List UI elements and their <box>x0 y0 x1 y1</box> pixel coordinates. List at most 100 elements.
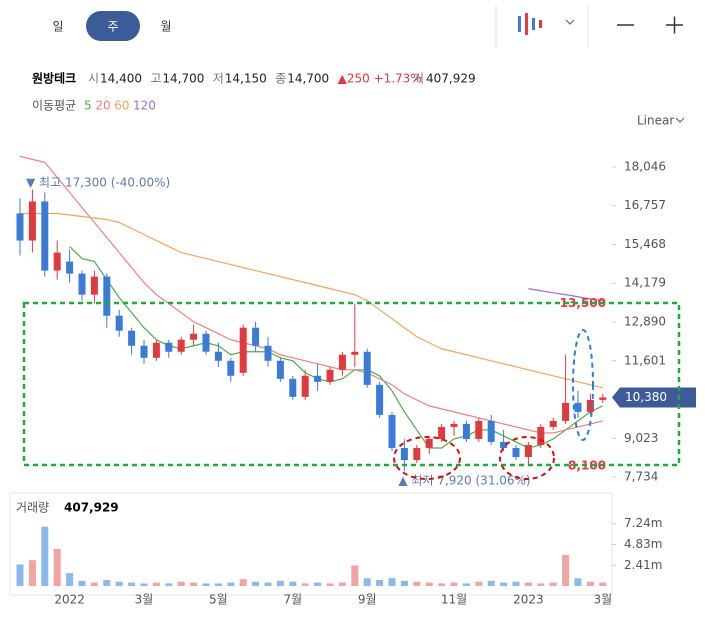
info-value: 14,700 <box>162 72 204 86</box>
candle-body <box>90 276 98 295</box>
volume-bar <box>103 579 111 586</box>
candle-body <box>549 420 557 427</box>
volume-bar <box>599 582 607 586</box>
candle-body <box>537 426 545 445</box>
volume-bar <box>252 581 260 586</box>
candle-body <box>190 333 198 340</box>
chart-type-button[interactable] <box>518 13 575 35</box>
info-label: 종 <box>275 72 286 86</box>
volume-bar <box>128 582 136 586</box>
candle-body <box>462 423 470 439</box>
ma-legend: 5 20 60 120 <box>84 99 156 113</box>
candle-body <box>78 273 86 295</box>
candle-body <box>252 327 260 346</box>
volume-bar <box>53 549 61 586</box>
volume-bar <box>363 578 371 586</box>
candle-body <box>450 423 458 427</box>
volume-bar <box>78 580 86 586</box>
volume-bar <box>475 581 483 586</box>
last-price-badge <box>612 387 696 408</box>
volume-bar <box>276 580 284 586</box>
candle-body <box>425 438 433 448</box>
volume-bar <box>388 578 396 586</box>
zoom-in[interactable] <box>666 16 683 34</box>
candle-body <box>599 397 607 400</box>
candle-body <box>16 213 24 241</box>
highlight-box <box>22 301 681 467</box>
candle-body <box>289 378 297 397</box>
x-tick-label: 2022 <box>54 593 85 607</box>
volume-bar <box>450 582 458 586</box>
max-label: ▼ 최고 17,300 (-40.00%) <box>26 176 170 190</box>
info-change: ▲250 +1.73% <box>338 72 422 86</box>
volume-bar <box>177 581 185 586</box>
volume-bar <box>41 526 49 586</box>
x-tick-label: 3월 <box>135 593 154 607</box>
stock-info: 시 14,400 고 14,700 저 14,150 종 14,700 ▲250 +1.73%거… <box>88 72 476 86</box>
candle-body <box>301 375 309 397</box>
highlight-ellipse <box>572 329 594 441</box>
scale-button[interactable]: Linear <box>637 114 674 128</box>
info-label: 거 <box>413 72 424 86</box>
volume-bar <box>512 581 520 586</box>
candle-body <box>586 399 594 412</box>
tab-month[interactable]: 월 <box>160 20 171 34</box>
volume-bar <box>326 583 334 586</box>
y-tick-label: 18,046 <box>624 159 666 173</box>
candle-body <box>475 420 483 439</box>
candle-body <box>562 402 570 421</box>
volume-bar <box>376 579 384 586</box>
volume-bar <box>524 582 532 586</box>
volume-bar <box>549 582 557 586</box>
volume-bar <box>239 579 247 586</box>
candle-body <box>363 351 371 385</box>
candle-body <box>574 402 582 412</box>
volume-bar <box>190 582 198 586</box>
candle-body <box>326 369 334 382</box>
volume-bar <box>314 582 322 586</box>
ma-line <box>528 288 603 302</box>
price-mark: 8,100 <box>568 459 606 473</box>
candle-body <box>28 201 36 241</box>
volume-bar <box>413 581 421 586</box>
ma-legend-item: 20 <box>95 99 110 113</box>
volume-bar <box>227 582 235 586</box>
y-tick-label: 12,890 <box>624 314 666 328</box>
volume-bar <box>500 582 508 586</box>
candle-body <box>487 420 495 442</box>
volume-bar <box>462 583 470 586</box>
tab-week[interactable]: 주 <box>107 20 118 34</box>
candle-body <box>115 315 123 331</box>
info-value: 14,150 <box>225 72 267 86</box>
tab-highlight <box>86 11 140 41</box>
candle-body <box>103 276 111 316</box>
highlight-circle <box>393 436 461 480</box>
tab-day[interactable]: 일 <box>52 20 63 34</box>
ma-line <box>20 212 603 389</box>
candle-body <box>524 444 532 457</box>
candle-body <box>438 426 446 439</box>
candle-body <box>351 351 359 355</box>
candle-body <box>413 447 421 460</box>
volume-bar <box>487 580 495 586</box>
volume-bar <box>28 560 36 586</box>
candle-body <box>500 441 508 448</box>
volume-bar <box>16 564 24 586</box>
ma-line <box>19 155 603 434</box>
volume-bar <box>152 582 160 586</box>
candle-body <box>276 360 284 379</box>
candle-body <box>202 333 210 352</box>
volume-bar <box>537 583 545 586</box>
candle-body <box>239 327 247 373</box>
info-value: 407,929 <box>426 72 476 86</box>
y-tick-label: 15,468 <box>624 237 666 251</box>
info-label: 고 <box>150 72 161 86</box>
volume-bar <box>586 581 594 586</box>
volume-bar <box>214 583 222 586</box>
candle-body <box>41 201 49 271</box>
candle-body <box>53 252 61 271</box>
volume-bar <box>562 555 570 586</box>
candle-body <box>338 354 346 370</box>
volume-bar <box>351 565 359 586</box>
